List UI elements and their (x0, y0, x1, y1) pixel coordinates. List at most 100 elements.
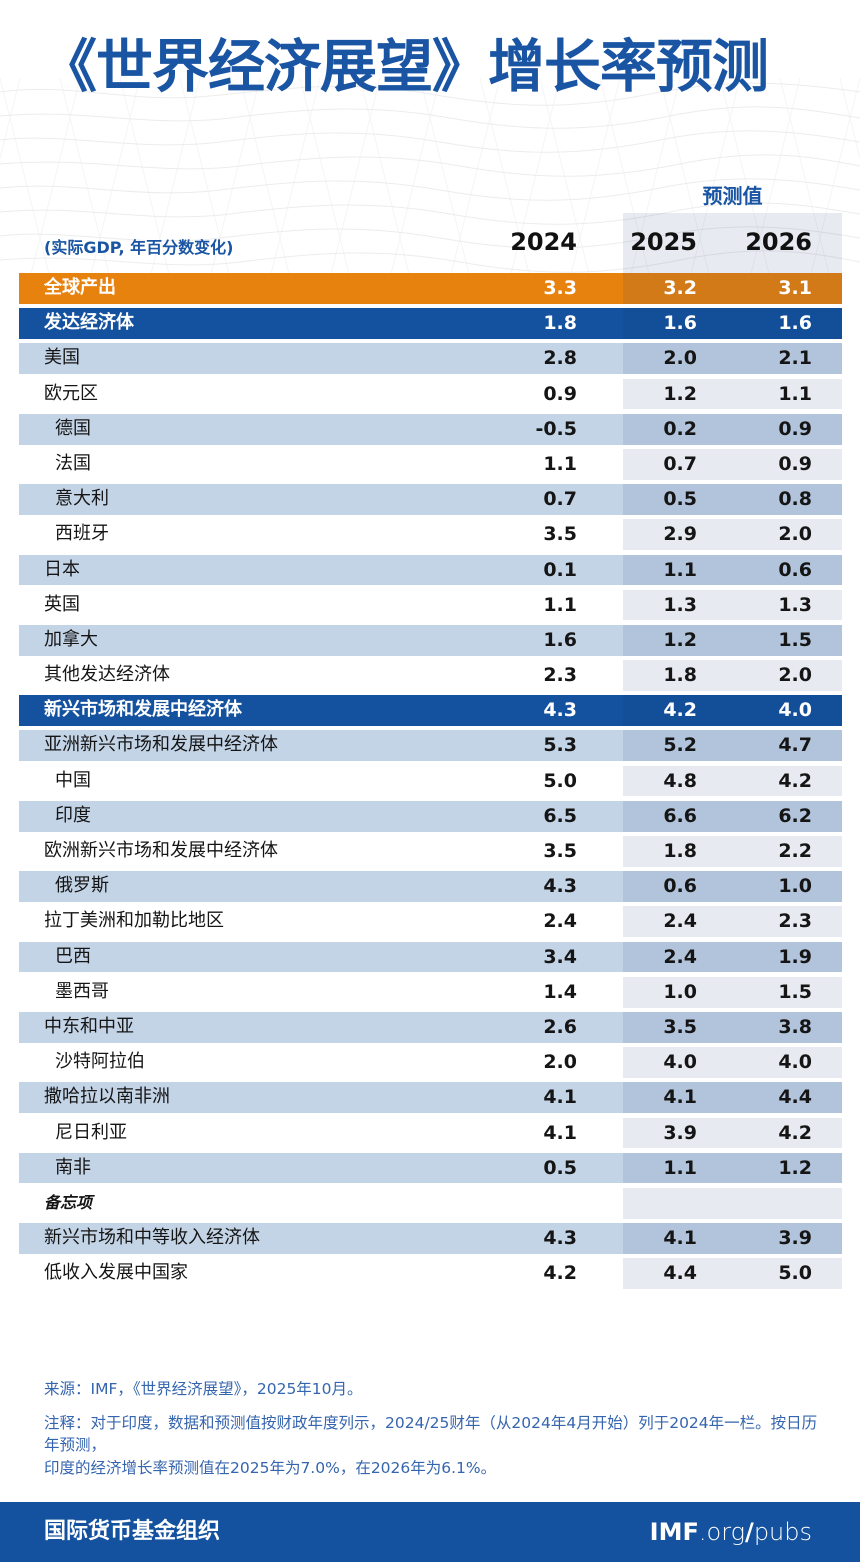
row-label: 加拿大 (44, 628, 98, 650)
forecast-shade (623, 484, 842, 515)
forecast-shade (623, 871, 842, 902)
row-label: 意大利 (55, 488, 109, 510)
row-label: 中国 (55, 769, 91, 791)
table-row: 拉丁美洲和加勒比地区 2.4 2.4 2.3 (19, 906, 842, 938)
value-2024: 1.1 (543, 593, 577, 616)
table-row: 意大利 0.7 0.5 0.8 (19, 484, 842, 515)
row-label: 撒哈拉以南非洲 (44, 1086, 170, 1108)
value-2025: 4.2 (663, 699, 697, 722)
forecast-shade (623, 1011, 842, 1043)
forecast-shade (623, 765, 842, 797)
value-2026: 1.3 (778, 593, 812, 616)
value-2026: 4.2 (778, 1121, 812, 1144)
forecast-shade (623, 519, 842, 551)
value-2024: 4.3 (543, 1227, 577, 1250)
forecast-shade (623, 378, 842, 410)
row-label: 全球产出 (44, 277, 116, 298)
value-2026: 4.0 (778, 699, 812, 722)
value-2024: 0.9 (543, 382, 577, 405)
value-2026: 3.1 (778, 277, 812, 299)
table-body: 全球产出 3.3 3.2 3.1 发达经济体 1.8 1.6 1.6 美国 2.8 2.0 2.1 欧元… (19, 273, 842, 1293)
value-2025: 5.2 (663, 734, 697, 757)
imf-org-name: 国际货币基金组织 (44, 1519, 221, 1544)
row-label: 巴西 (55, 945, 91, 967)
forecast-shade (623, 273, 842, 304)
value-2025: 1.2 (663, 628, 697, 651)
value-2025: 4.0 (663, 1051, 697, 1074)
table-row: 墨西哥 1.4 1.0 1.5 (19, 976, 842, 1008)
table-row: 印度 6.5 6.6 6.2 (19, 800, 842, 832)
forecast-shade (623, 308, 842, 339)
forecast-shade (623, 413, 842, 445)
value-2026: 2.1 (778, 347, 812, 370)
value-2024: 2.3 (543, 664, 577, 687)
table-row: 美国 2.8 2.0 2.1 (19, 343, 842, 375)
value-2024: 3.5 (543, 523, 577, 546)
forecast-shade (623, 1082, 842, 1114)
forecast-shade (623, 1117, 842, 1149)
value-2026: 2.3 (778, 910, 812, 933)
value-2025: 0.2 (663, 417, 697, 440)
value-2024: 6.5 (543, 804, 577, 827)
value-2026: 3.9 (778, 1227, 812, 1250)
value-2024: 0.1 (543, 558, 577, 581)
forecast-shade (623, 1152, 842, 1184)
value-2024: 3.4 (543, 945, 577, 968)
value-2024: 2.8 (543, 347, 577, 370)
table-row: 亚洲新兴市场和发展中经济体 5.3 5.2 4.7 (19, 730, 842, 762)
row-label: 低收入发展中国家 (44, 1262, 188, 1284)
value-2024: 1.4 (543, 980, 577, 1003)
year-header-row: 2024 2025 2026 (19, 228, 842, 260)
row-label: 亚洲新兴市场和发展中经济体 (44, 734, 278, 756)
value-2024: -0.5 (535, 417, 577, 440)
table-row: 中国 5.0 4.8 4.2 (19, 765, 842, 797)
row-label: 英国 (44, 593, 80, 615)
value-2025: 4.8 (663, 769, 697, 792)
row-label: 法国 (55, 452, 91, 474)
value-2024: 1.1 (543, 452, 577, 475)
column-header-2025: 2025 (630, 228, 697, 256)
table-row: 发达经济体 1.8 1.6 1.6 (19, 308, 842, 339)
value-2025: 0.7 (663, 452, 697, 475)
forecast-shade (623, 800, 842, 832)
footer-bar: 国际货币基金组织 IMF.org/pubs (0, 1502, 860, 1562)
value-2025: 2.4 (663, 910, 697, 933)
forecast-shade (623, 1047, 842, 1078)
value-2025: 1.2 (663, 382, 697, 405)
table-row: 欧洲新兴市场和发展中经济体 3.5 1.8 2.2 (19, 836, 842, 867)
value-2025: 0.5 (663, 488, 697, 511)
value-2026: 0.9 (778, 417, 812, 440)
value-2024: 1.8 (543, 312, 577, 335)
forecast-shade (623, 624, 842, 656)
row-label: 发达经济体 (44, 312, 134, 334)
value-2026: 1.5 (778, 628, 812, 651)
table-row: 欧元区 0.9 1.2 1.1 (19, 378, 842, 410)
value-2024: 2.6 (543, 1015, 577, 1038)
table-row: 西班牙 3.5 2.9 2.0 (19, 519, 842, 551)
site-org-part: .org (698, 1518, 746, 1546)
table-row: 撒哈拉以南非洲 4.1 4.1 4.4 (19, 1082, 842, 1114)
table-row: 中东和中亚 2.6 3.5 3.8 (19, 1011, 842, 1043)
value-2026: 2.2 (778, 840, 812, 862)
value-2024: 4.1 (543, 1121, 577, 1144)
imf-website-link[interactable]: IMF.org/pubs (650, 1502, 812, 1562)
row-label: 拉丁美洲和加勒比地区 (44, 910, 224, 932)
forecast-shade (623, 589, 842, 621)
row-label: 印度 (55, 804, 91, 826)
value-2025: 4.1 (663, 1227, 697, 1250)
forecast-shade (623, 343, 842, 375)
value-2025: 2.9 (663, 523, 697, 546)
forecast-shade (623, 448, 842, 480)
row-label: 西班牙 (55, 523, 109, 545)
table-row: 南非 0.5 1.1 1.2 (19, 1152, 842, 1184)
value-2026: 2.0 (778, 523, 812, 546)
table-row: 法国 1.1 0.7 0.9 (19, 448, 842, 480)
column-header-2024: 2024 (510, 228, 577, 256)
value-2026: 1.1 (778, 382, 812, 405)
row-label: 沙特阿拉伯 (55, 1051, 145, 1073)
value-2024: 0.5 (543, 1156, 577, 1179)
row-label: 欧洲新兴市场和发展中经济体 (44, 840, 278, 861)
table-row: 日本 0.1 1.1 0.6 (19, 554, 842, 586)
value-2025: 1.6 (663, 312, 697, 335)
